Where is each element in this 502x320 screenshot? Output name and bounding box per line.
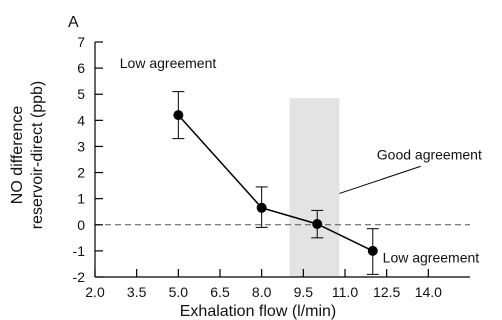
y-tick-label: 1 xyxy=(77,191,85,207)
y-tick-label: -1 xyxy=(73,243,86,259)
data-point xyxy=(173,110,184,121)
y-tick-label: 3 xyxy=(77,138,85,154)
data-point xyxy=(312,218,323,229)
x-tick-label: 6.5 xyxy=(210,284,230,300)
y-tick-label: 0 xyxy=(77,217,85,233)
y-axis-label-line-2: reservoir-direct (ppb) xyxy=(29,81,46,229)
annotation-low-agreement-top: Low agreement xyxy=(120,55,217,71)
x-tick-label: 12.5 xyxy=(373,284,400,300)
data-point xyxy=(367,245,378,256)
y-tick-label: 7 xyxy=(77,34,85,50)
y-axis-label-line-1: NO difference xyxy=(9,106,26,205)
annotation-good-agreement: Good agreement xyxy=(377,146,482,162)
x-tick-label: 9.5 xyxy=(294,284,314,300)
y-tick-label: 5 xyxy=(77,86,85,102)
data-point xyxy=(256,202,267,213)
good-agreement-band xyxy=(289,98,340,277)
x-tick-label: 2.0 xyxy=(85,284,105,300)
x-tick-label: 3.5 xyxy=(127,284,147,300)
annotation-pointer-line xyxy=(339,165,421,194)
y-tick-label: 4 xyxy=(77,112,85,128)
x-tick-label: 5.0 xyxy=(169,284,189,300)
x-axis-label: Exhalation flow (l/min) xyxy=(180,303,337,320)
y-tick-label: 6 xyxy=(77,60,85,76)
panel-label: A xyxy=(68,14,79,31)
series-line xyxy=(177,114,374,252)
x-tick-label: 14.0 xyxy=(415,284,442,300)
x-tick-label: 11.0 xyxy=(332,284,358,300)
y-tick-label: 2 xyxy=(77,165,85,181)
annotation-low-agreement-bottom: Low agreement xyxy=(383,250,480,266)
y-tick-label: -2 xyxy=(73,269,86,285)
x-tick-label: 8.0 xyxy=(252,284,272,300)
